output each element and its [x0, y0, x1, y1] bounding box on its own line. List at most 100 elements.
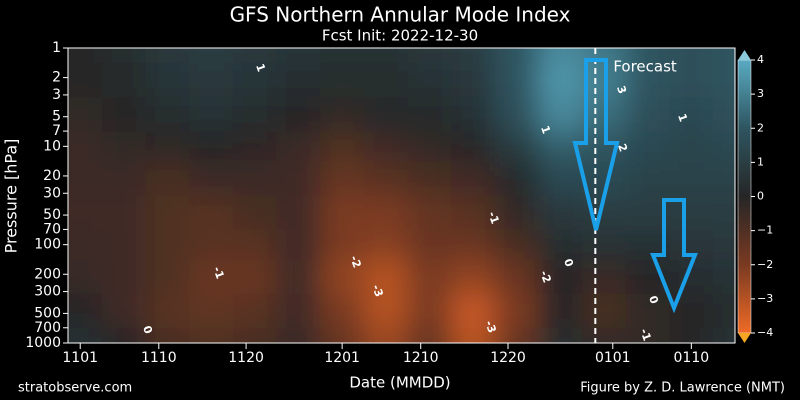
- field-cell: [102, 328, 147, 343]
- field-cell: [407, 48, 452, 64]
- y-tick-label: 300: [34, 284, 61, 300]
- y-tick-label: 1: [52, 40, 61, 56]
- y-axis-label: Pressure [hPa]: [2, 139, 21, 254]
- field-cell: [538, 195, 583, 231]
- y-tick-label: 5: [52, 109, 61, 125]
- field-cell: [145, 229, 190, 260]
- colorbar-tick-label: −4: [757, 326, 773, 339]
- field-cell: [407, 259, 452, 295]
- field-cell: [320, 48, 365, 64]
- field-cell: [363, 259, 409, 295]
- colorbar: [737, 59, 752, 334]
- field-cell: [233, 48, 278, 64]
- field-cell: [102, 161, 147, 196]
- footer-right: Figure by Z. D. Lawrence (NMT): [580, 381, 785, 396]
- field-cell: [363, 229, 409, 260]
- field-cell: [233, 328, 278, 343]
- colorbar-tick-label: 4: [757, 53, 764, 66]
- field-cell: [407, 328, 452, 343]
- field-cell: [320, 229, 365, 260]
- field-cell: [189, 48, 234, 64]
- field-cell: [713, 48, 735, 64]
- field-cell: [320, 131, 365, 162]
- field-cell: [68, 62, 103, 98]
- y-tick-label: 10: [43, 138, 61, 154]
- field-cell: [669, 328, 714, 343]
- field-cell: [233, 62, 278, 98]
- field-cell: [68, 131, 103, 162]
- field-cell: [363, 97, 409, 133]
- field-cell: [189, 62, 234, 98]
- field-cell: [189, 97, 234, 133]
- field-cell: [189, 131, 234, 162]
- field-cell: [145, 328, 190, 343]
- field-cell: [102, 48, 147, 64]
- y-tick-label: 30: [43, 185, 61, 201]
- field-cell: [276, 293, 321, 329]
- field-cell: [145, 62, 190, 98]
- field-cell: [582, 229, 627, 260]
- contour-label: -2: [347, 254, 363, 270]
- field-cell: [68, 161, 103, 196]
- field-cell: [625, 131, 671, 162]
- field-cell: [494, 48, 540, 64]
- field-cell: [68, 195, 103, 231]
- x-tick-label: 1120: [228, 350, 264, 366]
- y-tick-label: 20: [43, 168, 61, 184]
- field-cell: [276, 97, 321, 133]
- field-cell: [145, 97, 190, 133]
- field-cell: [363, 161, 409, 196]
- field-cell: [407, 229, 452, 260]
- chart-subtitle: Fcst Init: 2022-12-30: [322, 27, 478, 45]
- field-cell: [276, 62, 321, 98]
- field-cell: [538, 229, 583, 260]
- field-cell: [276, 229, 321, 260]
- field-cell: [713, 259, 735, 295]
- colorbar-tick-label: 3: [757, 87, 764, 100]
- field-cell: [233, 259, 278, 295]
- field-cell: [407, 161, 452, 196]
- field-cell: [713, 229, 735, 260]
- field-cell: [494, 62, 540, 98]
- field-cell: [407, 293, 452, 329]
- field-cell: [363, 293, 409, 329]
- y-tick-label: 500: [34, 305, 61, 321]
- field-cell: [451, 48, 496, 64]
- y-tick-label: 2: [52, 70, 61, 86]
- y-tick-label: 100: [34, 237, 61, 253]
- field-cell: [538, 161, 583, 196]
- field-cell: [102, 229, 147, 260]
- field-cell: [68, 97, 103, 133]
- field-cell: [363, 195, 409, 231]
- field-cell: [363, 62, 409, 98]
- footer-left: stratobserve.com: [18, 381, 132, 396]
- field-cell: [625, 328, 671, 343]
- arrow: [572, 58, 620, 231]
- field-cell: [713, 328, 735, 343]
- y-tick-label: 50: [43, 207, 61, 223]
- field-cell: [276, 131, 321, 162]
- field-cell: [625, 161, 671, 196]
- contour-label: 0: [646, 294, 661, 306]
- field-cell: [582, 259, 627, 295]
- contour-label: 2: [615, 142, 630, 154]
- field-cell: [276, 161, 321, 196]
- x-axis-label: Date (MMDD): [349, 374, 450, 392]
- field-cell: [276, 328, 321, 343]
- field-cell: [68, 293, 103, 329]
- field-cell: [189, 259, 234, 295]
- plot-frame: [67, 47, 736, 344]
- field-cell: [68, 229, 103, 260]
- field-cell: [582, 328, 627, 343]
- field-cell: [451, 293, 496, 329]
- field-cell: [625, 62, 671, 98]
- x-tick-label: 1201: [324, 350, 360, 366]
- field-cell: [407, 62, 452, 98]
- y-tick-label: 70: [43, 221, 61, 237]
- cells: [68, 48, 735, 343]
- field-cell: [407, 195, 452, 231]
- field-cell: [451, 195, 496, 231]
- y-tick-label: 7: [52, 123, 61, 139]
- field-cell: [145, 293, 190, 329]
- field-cell: [189, 293, 234, 329]
